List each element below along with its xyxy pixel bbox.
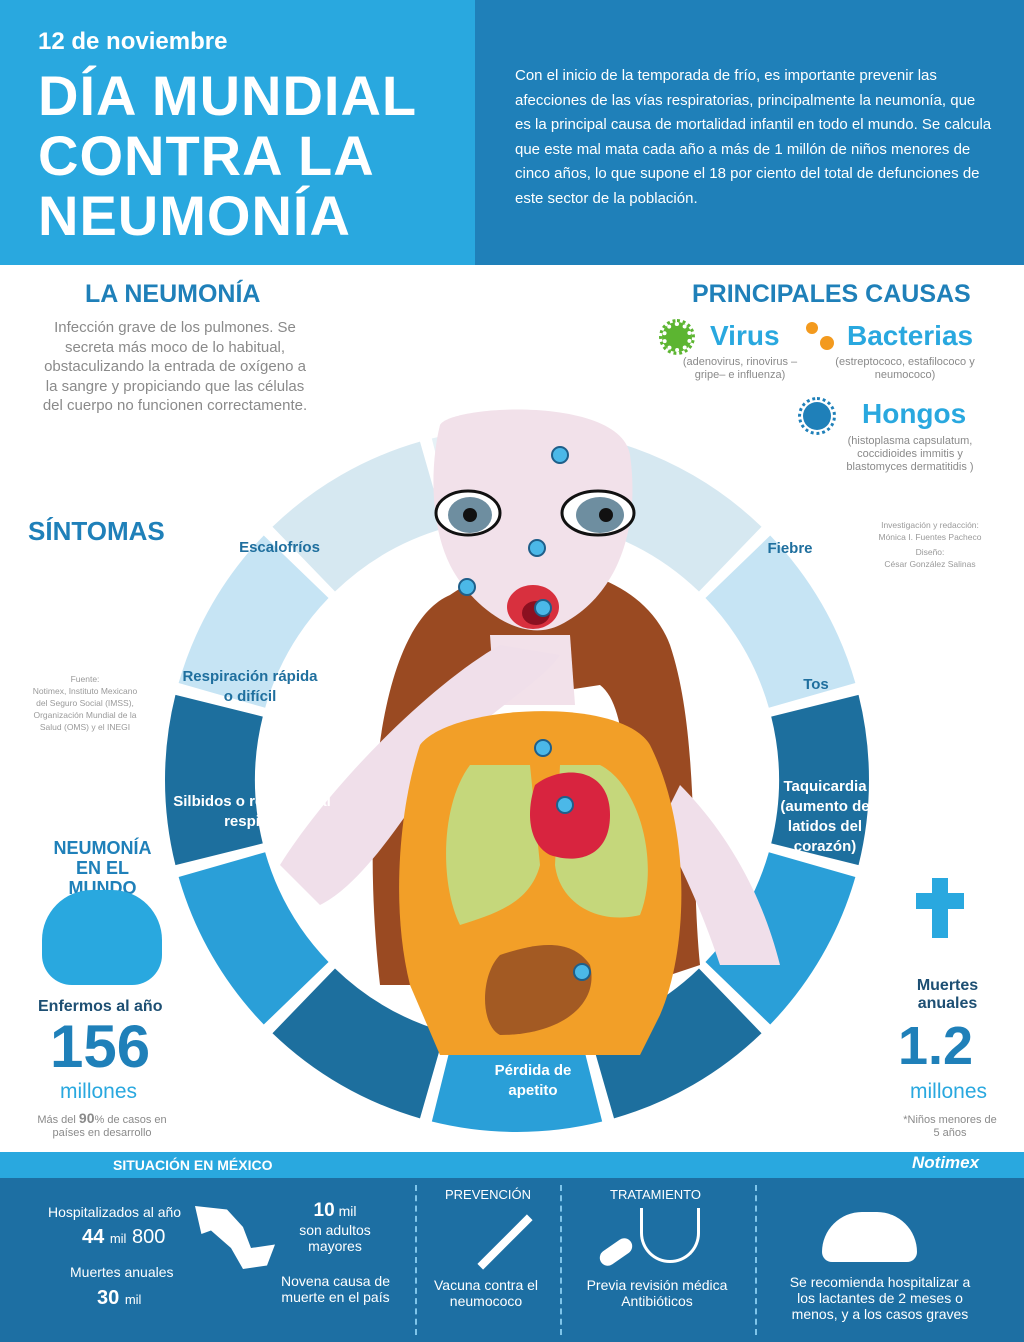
ring-segment — [589, 441, 762, 592]
sick-value: 156 — [50, 1013, 151, 1080]
cause-bacterias-detail: (estreptococo, estafilococo y neumococo) — [835, 356, 975, 381]
hair — [372, 567, 700, 985]
title-line: CONTRA LA — [38, 124, 375, 187]
credits-design-name: César González Salinas — [884, 559, 976, 569]
cause-virus-detail: (adenovirus, rinovirus –gripe– e influen… — [682, 356, 798, 381]
credits-design-label: Diseño: — [915, 547, 945, 557]
ring-segment — [705, 852, 856, 1025]
cross-icon-bar — [916, 893, 964, 909]
symptom-marker — [534, 599, 552, 617]
arm-right — [660, 785, 780, 965]
symptom-respiracion: Respiración rápida o difícil — [182, 668, 318, 705]
divider — [755, 1185, 757, 1335]
ring-segment — [705, 535, 856, 708]
symptom-fiebre: Fiebre — [767, 540, 813, 557]
deaths-unit: millones — [910, 1080, 988, 1103]
adults-info: 10 mil son adultos mayores — [299, 1200, 371, 1254]
ring-segment — [431, 1034, 603, 1132]
world-lungs-icon — [42, 890, 162, 985]
hosp-value: 44 mil 800 — [82, 1226, 166, 1248]
hospitalization-recommendation: Se recomienda hospitalizar a los lactant… — [789, 1274, 971, 1322]
ring-segment — [589, 968, 762, 1119]
deaths-value: 1.2 — [898, 1016, 974, 1076]
section-title-causas: PRINCIPALES CAUSAS — [692, 280, 971, 308]
symptom-marker — [458, 578, 476, 596]
divider — [415, 1185, 417, 1335]
deaths-label: Muertes anuales — [916, 977, 979, 1012]
credits-research-label: Investigación y redacción: — [881, 520, 979, 530]
cause-hongos: Hongos — [862, 398, 967, 429]
sick-label: Enfermos al año — [38, 998, 163, 1015]
title-line: NEUMONÍA — [38, 184, 351, 247]
symptom-marker — [551, 446, 569, 464]
symptom-markers — [458, 446, 591, 981]
header-right-panel — [475, 0, 1024, 265]
ring-segment — [165, 694, 263, 866]
ring-segment — [272, 968, 445, 1119]
credits-research-name: Mónica I. Fuentes Pacheco — [878, 532, 982, 542]
credits: Investigación y redacción: Mónica I. Fue… — [860, 519, 1000, 570]
cause-hongos-detail: (histoplasma capsulatum, coccidioides im… — [846, 435, 974, 473]
ring-segment — [178, 852, 329, 1025]
treatment-text: Previa revisión médica Antibióticos — [586, 1277, 728, 1309]
divider — [560, 1185, 562, 1335]
mx-deaths-value: 30 mil — [97, 1287, 142, 1309]
baby-icon — [822, 1212, 917, 1262]
prevention-title: PREVENCIÓN — [445, 1187, 531, 1202]
symptom-perdida-apetito: Pérdida de apetito — [494, 1062, 572, 1099]
prevention-text: Vacuna contra el neumococo — [433, 1277, 539, 1309]
hosp-label: Hospitalizados al año — [48, 1204, 182, 1220]
symptom-taquicardia: Taquicardia (aumento de latidos del cora… — [780, 778, 870, 855]
ring-segment — [272, 441, 445, 592]
notimex-logo: Notimex — [912, 1153, 980, 1172]
sick-unit: millones — [60, 1080, 138, 1103]
title-line: DÍA MUNDIAL — [38, 64, 418, 127]
mexico-title: SITUACIÓN EN MÉXICO — [113, 1157, 273, 1173]
symptom-wheel — [165, 409, 870, 1132]
face — [433, 409, 633, 631]
source-label: Fuente: — [70, 674, 100, 684]
date: 12 de noviembre — [38, 28, 228, 55]
cause-virus: Virus — [710, 320, 780, 351]
developing-note: Más del 90% de casos en países en desarr… — [37, 1110, 167, 1139]
treatment-title: TRATAMIENTO — [610, 1187, 701, 1202]
intro-text: Con el inicio de la temporada de frío, e… — [515, 67, 992, 207]
stethoscope-icon — [640, 1208, 700, 1263]
source: Fuente: Notimex, Instituto Mexicano del … — [30, 673, 140, 733]
ring-segment — [178, 535, 329, 708]
symptom-marker — [556, 796, 574, 814]
rank-text: Novena causa de muerte en el país — [281, 1273, 390, 1305]
heart — [530, 772, 610, 859]
ring-segment — [771, 694, 870, 866]
page-title: DÍA MUNDIAL CONTRA LA NEUMONÍA — [38, 66, 417, 246]
symptom-marker — [573, 963, 591, 981]
cause-bacterias: Bacterias — [847, 320, 974, 351]
neumonia-description: Infección grave de los pulmones. Se secr… — [42, 319, 308, 414]
bacteria-icon — [806, 322, 836, 350]
symptom-marker — [528, 539, 546, 557]
deaths-note: *Niños menores de 5 años — [903, 1114, 997, 1139]
fungus-icon — [798, 397, 836, 435]
mundo-title: NEUMONÍA EN EL MUNDO — [53, 838, 152, 898]
symptom-tos: Tos — [803, 676, 829, 693]
header-left-panel — [0, 0, 475, 265]
symptom-escalofrios: Escalofríos — [239, 539, 320, 556]
mx-deaths-label: Muertes anuales — [70, 1264, 174, 1280]
virus-icon — [659, 319, 695, 355]
symptom-silbidos: Silbidos o ronquido al respirar — [173, 793, 331, 830]
symptom-marker — [534, 739, 552, 757]
mexico-bar — [0, 1152, 1024, 1178]
source-text: Notimex, Instituto Mexicano del Seguro S… — [32, 686, 138, 732]
section-title-sintomas: SÍNTOMAS — [28, 516, 165, 546]
stomach — [485, 945, 592, 1035]
section-title-neumonia: LA NEUMONÍA — [85, 280, 261, 308]
